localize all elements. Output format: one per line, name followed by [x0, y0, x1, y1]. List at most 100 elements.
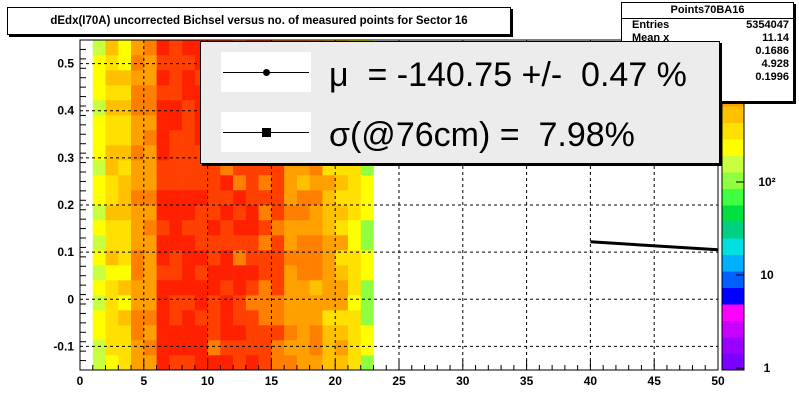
- heatmap-cell: [309, 250, 323, 266]
- heatmap-cell: [271, 250, 285, 266]
- heatmap-cell: [92, 85, 106, 101]
- color-scale-band: [722, 155, 744, 173]
- x-tick-label: 40: [584, 374, 598, 388]
- heatmap-cell: [360, 280, 374, 296]
- heatmap-cell: [118, 175, 132, 191]
- heatmap-cell: [169, 235, 183, 251]
- heatmap-cell: [156, 190, 170, 206]
- heatmap-cell: [169, 160, 183, 176]
- x-tick-label: 50: [711, 374, 725, 388]
- heatmap-cell: [92, 130, 106, 146]
- heatmap-cell: [156, 310, 170, 326]
- heatmap-cell: [360, 310, 374, 326]
- color-scale-band: [722, 205, 744, 222]
- heatmap-cell: [105, 355, 119, 371]
- heatmap-cell: [156, 70, 170, 86]
- heatmap-cell: [182, 115, 196, 131]
- heatmap-cell: [296, 190, 310, 206]
- heatmap-cell: [92, 325, 106, 341]
- heatmap-cell: [220, 220, 234, 236]
- color-scale-band: [722, 139, 744, 156]
- heatmap-cell: [335, 265, 349, 281]
- heatmap-cell: [347, 175, 362, 191]
- heatmap-cell: [245, 175, 259, 191]
- heatmap-cell: [143, 265, 157, 281]
- y-tick-label: -0.1: [53, 339, 74, 353]
- heatmap-cell: [105, 205, 119, 221]
- heatmap-cell: [271, 280, 285, 296]
- heatmap-cell: [169, 55, 183, 71]
- heatmap-cell: [271, 235, 285, 251]
- heatmap-cell: [335, 235, 349, 251]
- heatmap-cell: [309, 220, 323, 236]
- heatmap-cell: [309, 190, 323, 206]
- legend-marker-dot: [221, 52, 311, 92]
- heatmap-cell: [322, 325, 336, 341]
- heatmap-cell: [131, 295, 145, 311]
- heatmap-cell: [143, 85, 157, 101]
- heatmap-cell: [118, 100, 132, 116]
- heatmap-cell: [118, 70, 132, 86]
- heatmap-cell: [118, 130, 132, 146]
- x-tick-label: 45: [648, 374, 662, 388]
- heatmap-cell: [296, 235, 310, 251]
- heatmap-cell: [335, 310, 349, 326]
- heatmap-cell: [182, 55, 196, 71]
- legend-text-sigma: σ(@76cm) = 7.98%: [329, 116, 635, 154]
- x-tick-label: 30: [456, 374, 470, 388]
- heatmap-cell: [335, 205, 349, 221]
- heatmap-cell: [143, 40, 157, 56]
- heatmap-cell: [131, 250, 145, 266]
- heatmap-cell: [169, 85, 183, 101]
- heatmap-cell: [220, 280, 234, 296]
- heatmap-cell: [92, 190, 106, 206]
- heatmap-cell: [296, 325, 310, 341]
- heatmap-cell: [169, 265, 183, 281]
- heatmap-cell: [322, 220, 336, 236]
- color-scale-band: [722, 353, 744, 371]
- heatmap-cell: [118, 40, 132, 56]
- legend-entry-mean: μ = -140.75 +/- 0.47 %: [201, 52, 719, 112]
- heatmap-cell: [143, 160, 157, 176]
- heatmap-cell: [207, 355, 221, 371]
- color-scale-band: [722, 172, 744, 189]
- heatmap-cell: [322, 175, 336, 191]
- heatmap-cell: [245, 250, 259, 266]
- heatmap-cell: [92, 235, 106, 251]
- heatmap-cell: [182, 355, 196, 371]
- heatmap-cell: [335, 325, 349, 341]
- heatmap-cell: [347, 235, 362, 251]
- heatmap-cell: [335, 295, 349, 311]
- heatmap-cell: [207, 295, 221, 311]
- stats-value: 5354047: [746, 19, 789, 31]
- heatmap-cell: [347, 205, 362, 221]
- heatmap-cell: [194, 340, 208, 356]
- heatmap-cell: [245, 295, 259, 311]
- heatmap-cell: [258, 250, 272, 266]
- heatmap-cell: [143, 175, 157, 191]
- heatmap-cell: [207, 280, 221, 296]
- heatmap-cell: [92, 205, 106, 221]
- heatmap-cell: [118, 55, 132, 71]
- heatmap-cell: [335, 175, 349, 191]
- heatmap-cell: [131, 70, 145, 86]
- heatmap-cell: [309, 325, 323, 341]
- heatmap-cell: [296, 265, 310, 281]
- heatmap-cell: [296, 310, 310, 326]
- heatmap-cell: [131, 145, 145, 161]
- heatmap-cell: [169, 355, 183, 371]
- heatmap-cell: [271, 325, 285, 341]
- heatmap-cell: [284, 355, 298, 371]
- heatmap-cell: [118, 340, 132, 356]
- heatmap-cell: [271, 190, 285, 206]
- y-tick-label: 0.4: [57, 104, 74, 118]
- heatmap-cell: [131, 220, 145, 236]
- x-tick-label: 0: [77, 374, 84, 388]
- heatmap-cell: [143, 235, 157, 251]
- heatmap-cell: [169, 295, 183, 311]
- heatmap-cell: [309, 355, 323, 371]
- heatmap-cell: [156, 145, 170, 161]
- heatmap-cell: [105, 340, 119, 356]
- heatmap-cell: [105, 40, 119, 56]
